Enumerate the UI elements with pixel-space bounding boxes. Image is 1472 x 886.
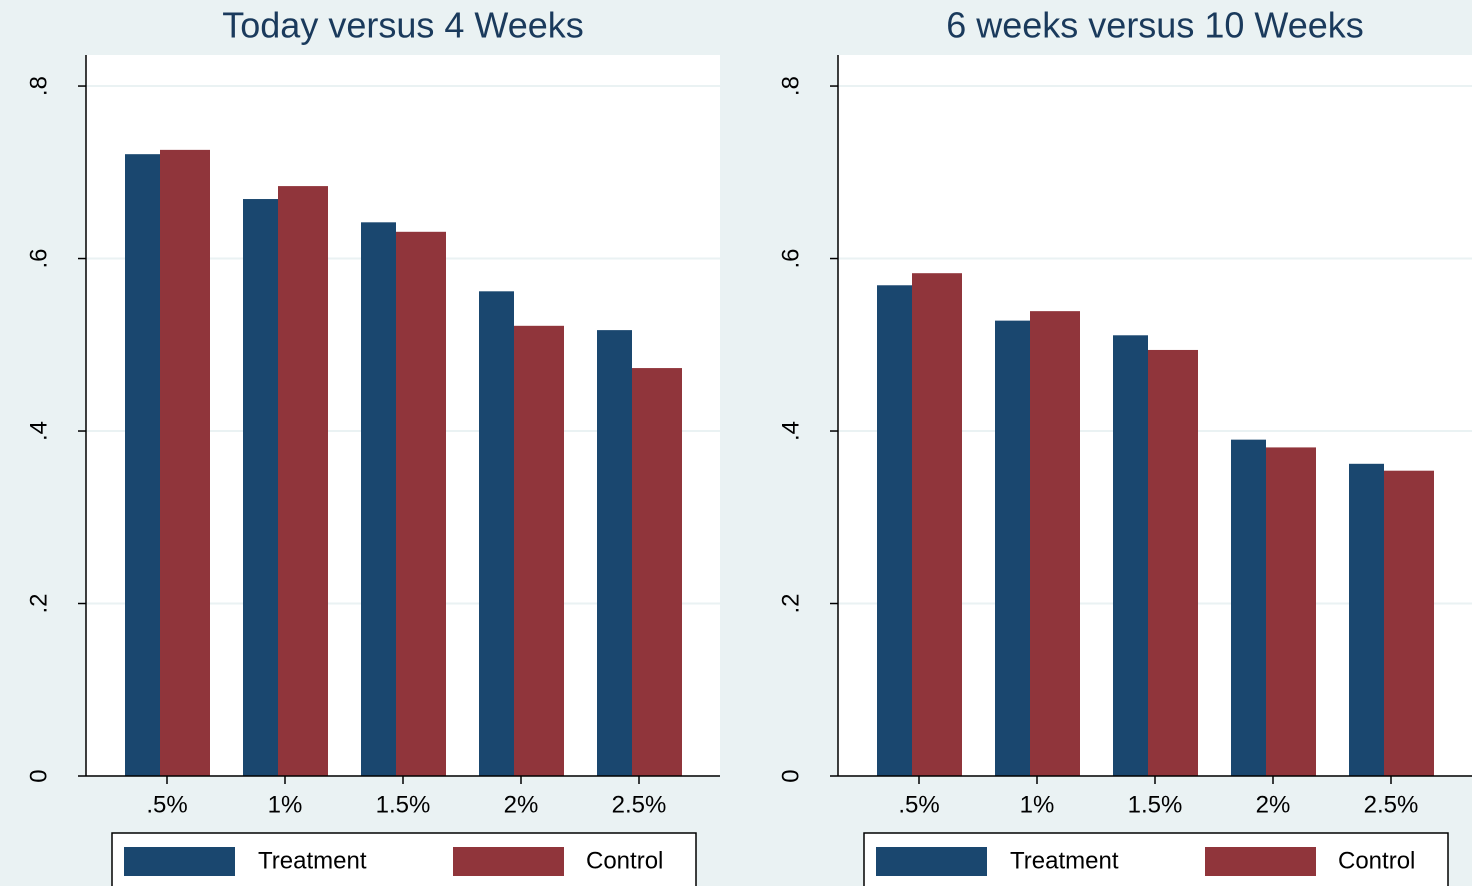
legend-label: Control <box>586 847 663 874</box>
bar <box>1384 470 1434 776</box>
bar <box>160 149 210 777</box>
legend-swatch <box>876 847 987 876</box>
bar <box>597 330 632 776</box>
x-tick-label: 2.5% <box>1364 791 1419 818</box>
bar <box>877 285 912 776</box>
legend-label: Treatment <box>1010 847 1119 874</box>
legend-label: Control <box>1338 847 1415 874</box>
x-tick-label: 2% <box>1256 791 1291 818</box>
y-tick-label: .8 <box>25 76 52 96</box>
legend-swatch <box>124 847 235 876</box>
y-tick-label: 0 <box>25 769 52 782</box>
bar <box>1148 349 1198 776</box>
bar <box>125 154 160 777</box>
bar <box>1349 463 1384 776</box>
x-tick-label: 1% <box>268 791 303 818</box>
bar <box>1231 439 1266 776</box>
bar <box>1113 335 1148 776</box>
x-tick-label: 1.5% <box>376 791 431 818</box>
bar <box>912 273 962 776</box>
legend-swatch <box>1205 847 1316 876</box>
y-tick-label: .6 <box>25 249 52 269</box>
x-tick-label: .5% <box>898 791 939 818</box>
x-tick-label: 2% <box>504 791 539 818</box>
y-tick-label: .4 <box>777 421 804 441</box>
bar <box>1030 311 1080 776</box>
bar <box>632 368 682 776</box>
y-tick-label: .2 <box>777 594 804 614</box>
legend-label: Treatment <box>258 847 367 874</box>
x-tick-label: .5% <box>146 791 187 818</box>
bar <box>396 231 446 776</box>
y-tick-label: 0 <box>777 769 804 782</box>
bar <box>995 320 1030 776</box>
y-tick-label: .2 <box>25 594 52 614</box>
bar <box>479 291 514 776</box>
bar <box>514 325 564 776</box>
y-tick-label: .6 <box>777 249 804 269</box>
bar <box>1266 447 1316 776</box>
x-tick-label: 1% <box>1020 791 1055 818</box>
x-tick-label: 1.5% <box>1128 791 1183 818</box>
bar <box>278 186 328 776</box>
y-tick-label: .4 <box>25 421 52 441</box>
bar <box>361 222 396 776</box>
bar <box>243 199 278 776</box>
chart-title: 6 weeks versus 10 Weeks <box>946 5 1364 46</box>
x-tick-label: 2.5% <box>612 791 667 818</box>
chart-title: Today versus 4 Weeks <box>222 5 584 46</box>
y-tick-label: .8 <box>777 76 804 96</box>
legend-swatch <box>453 847 564 876</box>
